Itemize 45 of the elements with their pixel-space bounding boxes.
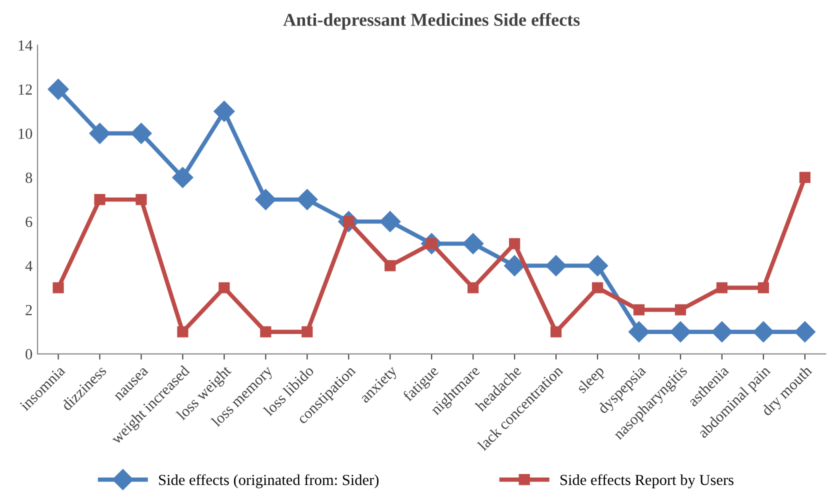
y-tick-label: 12: [18, 84, 32, 95]
point: [670, 321, 691, 342]
point: [130, 122, 152, 144]
point: [509, 238, 520, 250]
point: [384, 260, 396, 272]
point: [592, 282, 604, 294]
y-tick-label: 10: [18, 128, 32, 139]
point: [214, 100, 235, 122]
point: [255, 189, 276, 210]
point: [172, 166, 194, 188]
point: [48, 78, 69, 100]
point: [674, 304, 686, 316]
y-tick-label: 4: [25, 260, 32, 271]
point: [752, 321, 774, 342]
point: [89, 122, 110, 144]
point: [296, 189, 318, 210]
point: [799, 172, 810, 184]
point: [794, 321, 816, 342]
point: [136, 194, 147, 206]
point: [302, 326, 313, 338]
legend-label: Side effects (originated from: Sider): [159, 474, 379, 488]
legend-label: Side effects Report by Users: [560, 474, 734, 488]
point: [758, 282, 769, 294]
point: [94, 194, 106, 206]
point: [218, 282, 230, 294]
point: [260, 326, 272, 338]
point: [52, 282, 64, 294]
y-tick-label: 6: [26, 216, 32, 228]
chart-title: Anti-depressant Medicines Side effects: [283, 13, 580, 30]
y-tick-label: 14: [18, 40, 32, 50]
y-tick-label: 8: [26, 172, 32, 183]
point: [711, 321, 732, 342]
point: [587, 255, 608, 276]
point: [628, 321, 650, 342]
point: [550, 326, 562, 338]
point: [380, 211, 401, 232]
point: [546, 255, 567, 276]
point: [716, 282, 728, 294]
y-tick-label: 2: [26, 304, 32, 316]
point: [633, 304, 645, 316]
point: [504, 255, 526, 276]
y-tick-label: 0: [26, 349, 32, 360]
point: [462, 233, 484, 254]
point: [177, 326, 188, 338]
point: [468, 282, 479, 294]
